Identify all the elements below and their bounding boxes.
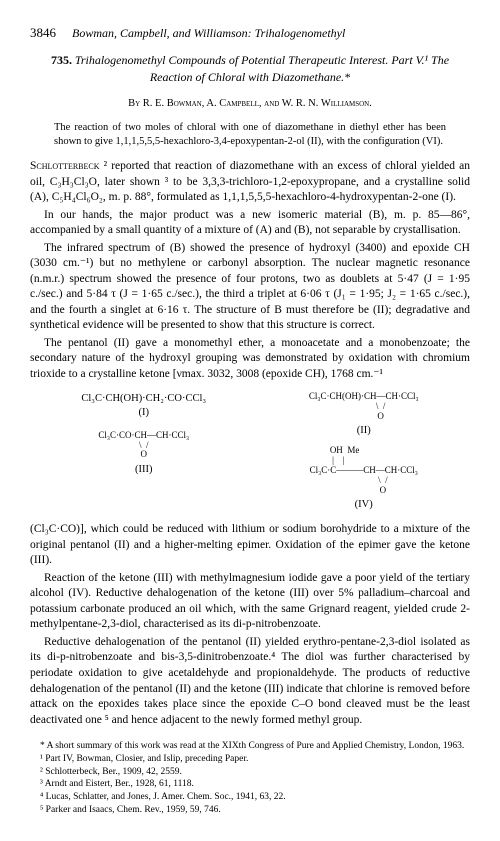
page-header: 3846 Bowman, Campbell, and Williamson: T… xyxy=(30,24,470,42)
page-number: 3846 xyxy=(30,24,56,42)
formula-4-o: O xyxy=(380,485,387,495)
paragraph-7: Reductive dehalogenation of the pentanol… xyxy=(30,635,470,728)
formula-4-me: Me xyxy=(347,445,359,455)
formula-3-o: O xyxy=(98,450,189,460)
para1-lead: Schlotterbeck xyxy=(30,160,100,172)
formula-4: OH Me | | Cl₃C·C———CH—CH·CCl₃ \ / O (IV) xyxy=(309,446,419,512)
formula-left-col: Cl₃C·CH(OH)·CH₂·CO·CCl₃ (I) Cl₃C·CO·CH—C… xyxy=(81,392,206,512)
formula-3-struct: Cl₃C·CO·CH—CH·CCl₃ \ / O xyxy=(98,431,189,461)
formula-2: Cl₃C·CH(OH)·CH—CH·CCl₃ \ / O (II) xyxy=(309,392,419,438)
formula-1-label: (I) xyxy=(81,406,206,420)
formula-1: Cl₃C·CH(OH)·CH₂·CO·CCl₃ (I) xyxy=(81,392,206,420)
footnotes: * A short summary of this work was read … xyxy=(30,740,470,817)
formula-2-struct: Cl₃C·CH(OH)·CH—CH·CCl₃ \ / O xyxy=(309,392,419,422)
paragraph-6: Reaction of the ketone (III) with methyl… xyxy=(30,571,470,633)
formula-2-label: (II) xyxy=(309,424,419,438)
paragraph-3: The infrared spectrum of (B) showed the … xyxy=(30,241,470,334)
footnote-star: * A short summary of this work was read … xyxy=(30,740,470,753)
footnote-5: ⁵ Parker and Isaacs, Chem. Rev., 1959, 5… xyxy=(30,804,470,817)
formula-3: Cl₃C·CO·CH—CH·CCl₃ \ / O (III) xyxy=(81,431,206,477)
abstract: The reaction of two moles of chloral wit… xyxy=(54,121,446,149)
footnote-1: ¹ Part IV, Bowman, Closier, and Islip, p… xyxy=(30,753,470,766)
paragraph-5: (Cl₃C·CO)], which could be reduced with … xyxy=(30,522,470,569)
formula-4-struct: OH Me | | Cl₃C·C———CH—CH·CCl₃ \ / O xyxy=(310,446,418,495)
paragraph-2: In our hands, the major product was a ne… xyxy=(30,208,470,239)
formula-4-label: (IV) xyxy=(309,498,419,512)
title-block: 735. Trihalogenomethyl Compounds of Pote… xyxy=(30,52,470,87)
formula-4-oh: OH xyxy=(330,445,343,455)
footnote-4: ⁴ Lucas, Schlatter, and Jones, J. Amer. … xyxy=(30,791,470,804)
footnote-2: ² Schlotterbeck, Ber., 1909, 42, 2559. xyxy=(30,766,470,779)
formula-1-text: Cl₃C·CH(OH)·CH₂·CO·CCl₃ xyxy=(81,392,206,406)
paragraph-4: The pentanol (II) gave a monomethyl ethe… xyxy=(30,336,470,383)
authors: By R. E. Bowman, A. Campbell, and W. R. … xyxy=(30,97,470,111)
article-title: Trihalogenomethyl Compounds of Potential… xyxy=(75,53,449,85)
article-number: 735. xyxy=(51,53,72,67)
running-head: Bowman, Campbell, and Williamson: Trihal… xyxy=(72,25,345,41)
paragraph-1: Schlotterbeck ² reported that reaction o… xyxy=(30,159,470,206)
footnote-3: ³ Arndt and Eistert, Ber., 1928, 61, 111… xyxy=(30,778,470,791)
formula-block: Cl₃C·CH(OH)·CH₂·CO·CCl₃ (I) Cl₃C·CO·CH—C… xyxy=(30,392,470,512)
formula-2-o: O xyxy=(377,411,384,421)
formula-3-label: (III) xyxy=(81,463,206,477)
formula-right-col: Cl₃C·CH(OH)·CH—CH·CCl₃ \ / O (II) OH Me … xyxy=(309,392,419,512)
